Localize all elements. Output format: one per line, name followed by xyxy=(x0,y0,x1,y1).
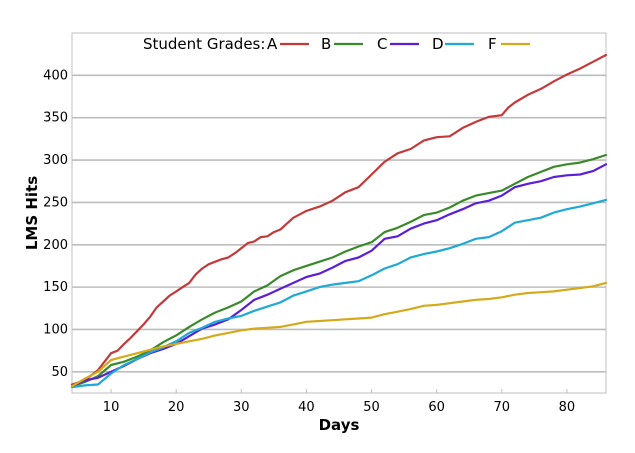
grid-lines xyxy=(72,74,606,373)
axis-ticks: 50 100 150 200 250 300 350 400 10 20 30 40 50 60 70 80 xyxy=(43,68,575,415)
x-tick-label: 10 xyxy=(103,400,120,415)
legend-title: Student Grades: xyxy=(143,35,265,53)
plot-area xyxy=(71,32,607,394)
y-tick-label: 400 xyxy=(43,68,68,83)
x-tick-label: 60 xyxy=(428,400,445,415)
x-tick-label: 40 xyxy=(298,400,315,415)
y-tick-label: 200 xyxy=(43,238,68,253)
legend-label-c: C xyxy=(377,35,387,53)
series-line-d xyxy=(70,198,608,389)
series-line-a xyxy=(70,53,608,386)
legend-label-a: A xyxy=(267,35,278,53)
legend-label-f: F xyxy=(488,35,497,53)
y-tick-label: 300 xyxy=(43,153,68,168)
y-tick-label: 50 xyxy=(51,365,68,380)
series-line-c xyxy=(70,163,608,388)
y-axis-title: LMS Hits xyxy=(23,176,41,250)
y-tick-label: 350 xyxy=(43,111,68,126)
x-tick-label: 30 xyxy=(233,400,250,415)
legend-label-b: B xyxy=(321,35,331,53)
series-line-b xyxy=(70,153,608,388)
y-tick-label: 150 xyxy=(43,280,68,295)
x-tick-label: 50 xyxy=(363,400,380,415)
series-line-f xyxy=(70,281,608,388)
x-axis-title: Days xyxy=(319,416,360,434)
x-tick-label: 80 xyxy=(559,400,576,415)
x-tick-label: 70 xyxy=(494,400,511,415)
y-tick-label: 250 xyxy=(43,195,68,210)
y-tick-label: 100 xyxy=(43,322,68,337)
series-lines xyxy=(70,53,608,389)
legend-label-d: D xyxy=(432,35,444,53)
x-tick-label: 20 xyxy=(168,400,185,415)
legend: Student Grades: A B C D F xyxy=(143,35,530,53)
